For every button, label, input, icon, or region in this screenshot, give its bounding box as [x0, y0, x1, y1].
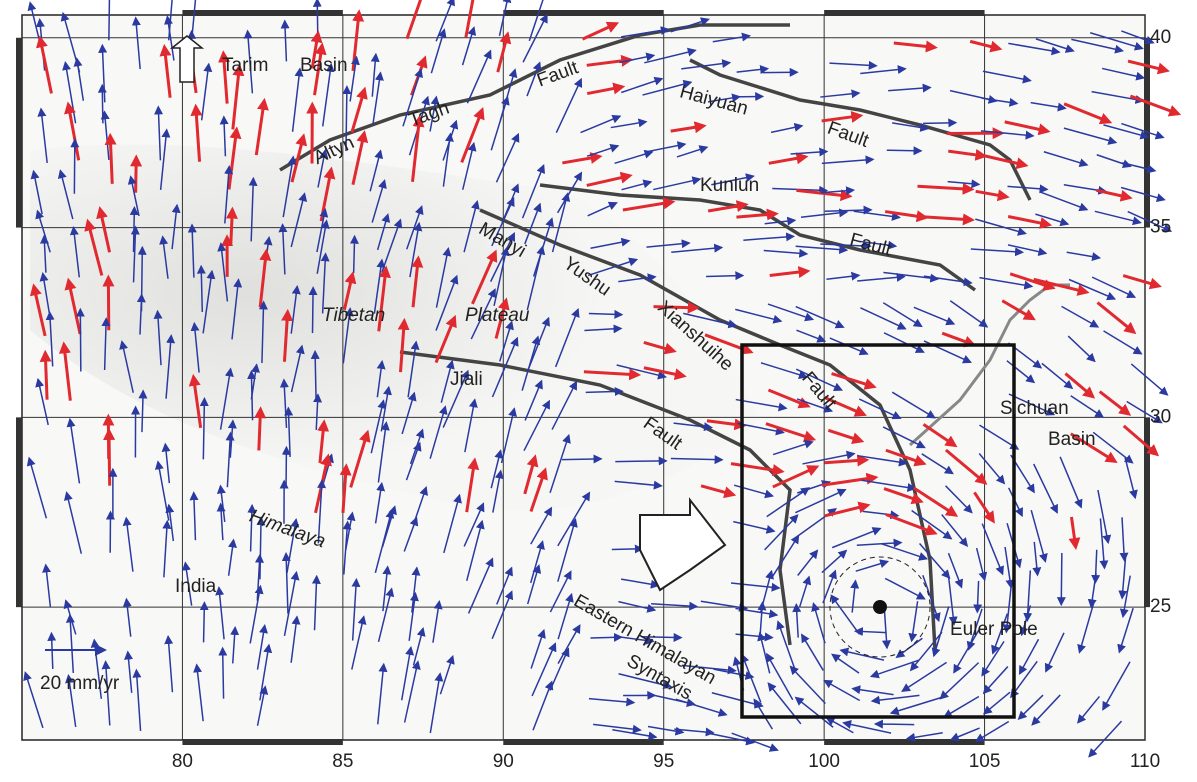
frame-bar	[824, 10, 984, 16]
x-tick-label: 100	[808, 751, 840, 772]
velocity-arrow-blue	[923, 123, 956, 124]
velocity-arrow-blue	[590, 637, 621, 638]
y-tick-label: 35	[1150, 217, 1171, 238]
velocity-arrow-blue	[615, 461, 666, 462]
map-label: Tibetan	[322, 305, 385, 326]
x-tick-label: 85	[332, 751, 353, 772]
velocity-arrow-blue	[315, 351, 316, 398]
velocity-arrow-blue	[313, 288, 314, 333]
map-label: Kunlun	[700, 175, 759, 196]
velocity-arrow-red	[109, 431, 110, 486]
velocity-arrow-blue	[1061, 553, 1062, 605]
y-tick-label: 30	[1150, 406, 1171, 427]
frame-bar	[503, 10, 663, 16]
map-label: Basin	[1048, 429, 1096, 450]
map-label: Jiali	[450, 369, 483, 390]
map-label: Euler Pole	[950, 619, 1038, 640]
x-tick-label: 105	[969, 751, 1001, 772]
velocity-arrow-blue	[317, 0, 318, 38]
velocity-arrow-blue	[223, 648, 224, 698]
frame-bar	[182, 10, 342, 16]
velocity-arrow-red	[259, 409, 261, 450]
map-label: Tarim	[222, 55, 268, 76]
frame-bar	[503, 739, 663, 745]
velocity-arrow-blue	[706, 275, 743, 276]
frame-bar	[824, 739, 984, 745]
velocity-arrow-blue	[204, 603, 205, 643]
velocity-arrow-blue	[887, 150, 921, 151]
velocity-arrow-blue	[612, 549, 643, 550]
y-tick-label: 40	[1150, 27, 1171, 48]
velocity-arrow-blue	[875, 724, 914, 725]
y-tick-label: 25	[1150, 596, 1171, 617]
velocity-arrow-blue	[109, 0, 110, 40]
frame-bar	[16, 417, 22, 607]
velocity-arrow-red	[231, 210, 233, 245]
velocity-arrow-blue	[562, 459, 601, 460]
velocity-arrow-blue	[102, 85, 103, 123]
velocity-arrow-red	[110, 136, 112, 184]
x-tick-label: 80	[172, 751, 193, 772]
map-label: India	[175, 576, 217, 597]
scale-label: 20 mm/yr	[40, 673, 120, 694]
velocity-arrow-red	[45, 353, 47, 400]
map-label: Sichuan	[1000, 398, 1069, 419]
velocity-arrow-blue	[354, 236, 355, 273]
map-label: Basin	[300, 55, 348, 76]
map-label: Plateau	[465, 305, 530, 326]
frame-bar	[16, 38, 22, 228]
map: 20 mm/yr TarimBasinAltynTaghFaultHaiyuan…	[0, 0, 1197, 777]
frame-bar	[182, 739, 342, 745]
x-tick-label: 110	[1130, 751, 1160, 772]
euler-pole	[873, 600, 887, 614]
velocity-arrow-red	[136, 157, 137, 192]
x-tick-label: 90	[493, 751, 514, 772]
x-tick-label: 95	[653, 751, 674, 772]
